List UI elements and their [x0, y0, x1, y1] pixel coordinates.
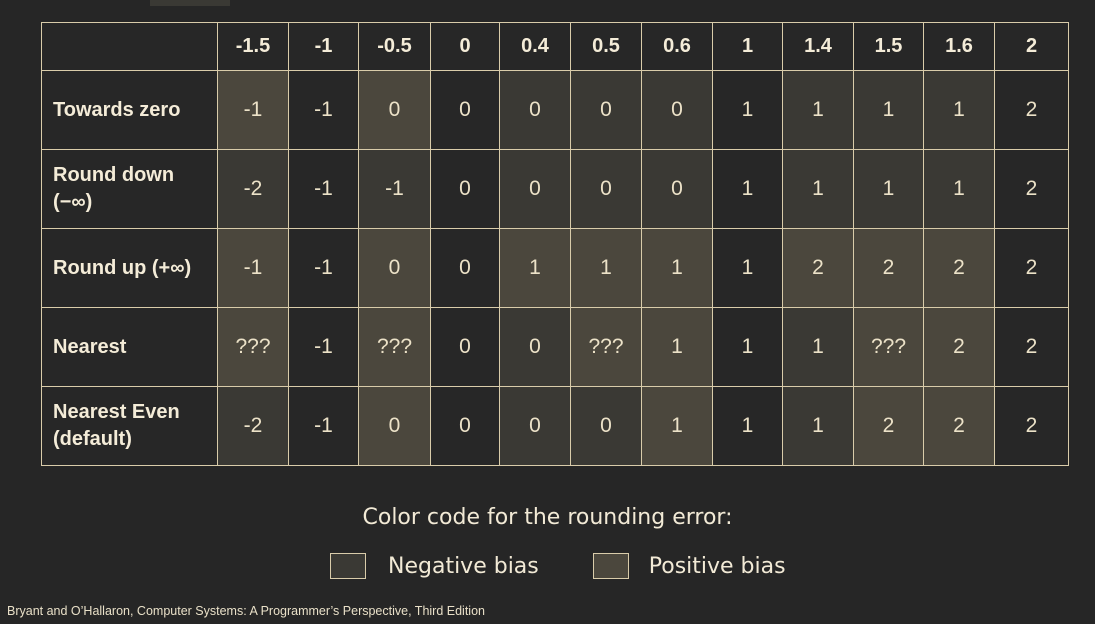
slide-title-remnant: [150, 0, 230, 6]
table-cell: 0: [430, 386, 500, 466]
column-header: 0.6: [641, 22, 713, 71]
table-cell: 0: [358, 386, 431, 466]
table-cell: 0: [499, 149, 571, 229]
table-cell: 1: [641, 386, 713, 466]
column-header: 1.5: [853, 22, 924, 71]
table-cell: -1: [288, 70, 359, 150]
table-cell: 1: [570, 228, 642, 308]
row-label: Nearest: [41, 307, 218, 387]
table-cell: 1: [499, 228, 571, 308]
column-header: -0.5: [358, 22, 431, 71]
table-cell: 2: [923, 307, 995, 387]
table-cell: 1: [782, 386, 854, 466]
table-cell: 1: [641, 228, 713, 308]
table-cell: 1: [923, 149, 995, 229]
table-cell: ???: [217, 307, 289, 387]
positive-bias-label: Positive bias: [648, 553, 786, 579]
table-cell: 0: [570, 149, 642, 229]
table-cell: 2: [994, 307, 1069, 387]
table-cell: 2: [782, 228, 854, 308]
table-cell: 1: [923, 70, 995, 150]
table-cell: 0: [570, 386, 642, 466]
table-cell: 2: [923, 228, 995, 308]
table-cell: -1: [288, 386, 359, 466]
table-cell: -1: [288, 149, 359, 229]
negative-bias-swatch: [330, 553, 366, 579]
table-cell: 2: [994, 70, 1069, 150]
table-cell: 0: [358, 228, 431, 308]
table-cell: 0: [358, 70, 431, 150]
row-label: Round down (−∞): [41, 149, 218, 229]
table-cell: -1: [358, 149, 431, 229]
table-cell: -1: [217, 70, 289, 150]
column-header: 0.4: [499, 22, 571, 71]
table-cell: 0: [499, 307, 571, 387]
table-cell: -2: [217, 149, 289, 229]
table-cell: 2: [994, 228, 1069, 308]
row-label: Round up (+∞): [41, 228, 218, 308]
table-cell: 0: [641, 149, 713, 229]
table-cell: 1: [712, 307, 783, 387]
table-cell: 1: [712, 228, 783, 308]
table-row-nearest-even: Nearest Even (default) -2 -1 0 0 0 0 1 1…: [41, 386, 1069, 466]
table-cell: 1: [782, 70, 854, 150]
row-label: Nearest Even (default): [41, 386, 218, 466]
negative-bias-label: Negative bias: [388, 553, 539, 579]
table-cell: 0: [430, 228, 500, 308]
table-cell: 1: [712, 149, 783, 229]
table-cell: 1: [782, 307, 854, 387]
table-cell: 0: [641, 70, 713, 150]
table-cell: 0: [430, 70, 500, 150]
row-label: Towards zero: [41, 70, 218, 150]
column-header: 1.4: [782, 22, 854, 71]
column-header: 0.5: [570, 22, 642, 71]
table-row-towards-zero: Towards zero -1 -1 0 0 0 0 0 1 1 1 1 2: [41, 70, 1069, 150]
table-cell: 1: [853, 149, 924, 229]
column-header: 0: [430, 22, 500, 71]
table-cell: 0: [499, 70, 571, 150]
table-cell: 2: [923, 386, 995, 466]
column-header: 1: [712, 22, 783, 71]
table-cell: 1: [853, 70, 924, 150]
table-cell: 0: [499, 386, 571, 466]
table-cell: -1: [288, 228, 359, 308]
rounding-modes-table: -1.5 -1 -0.5 0 0.4 0.5 0.6 1 1.4 1.5 1.6…: [41, 22, 1069, 466]
column-header: -1.5: [217, 22, 289, 71]
table-row-round-up: Round up (+∞) -1 -1 0 0 1 1 1 1 2 2 2 2: [41, 228, 1069, 308]
table-cell: 0: [430, 149, 500, 229]
table-cell: 1: [712, 70, 783, 150]
table-cell: -1: [288, 307, 359, 387]
table-cell: ???: [853, 307, 924, 387]
column-header: 1.6: [923, 22, 995, 71]
table-cell: 1: [712, 386, 783, 466]
legend: Negative bias Positive bias: [330, 548, 786, 584]
table-cell: 1: [782, 149, 854, 229]
corner-cell: [41, 22, 218, 71]
table-cell: 0: [430, 307, 500, 387]
table-row-round-down: Round down (−∞) -2 -1 -1 0 0 0 0 1 1 1 1…: [41, 149, 1069, 229]
table-cell: -1: [217, 228, 289, 308]
table-cell: ???: [358, 307, 431, 387]
table-cell: -2: [217, 386, 289, 466]
table-cell: 1: [641, 307, 713, 387]
legend-title: Color code for the rounding error:: [362, 505, 733, 530]
column-header: 2: [994, 22, 1069, 71]
table-cell: 2: [853, 386, 924, 466]
column-header: -1: [288, 22, 359, 71]
table-cell: 0: [570, 70, 642, 150]
table-cell: 2: [994, 149, 1069, 229]
table-row-nearest: Nearest ??? -1 ??? 0 0 ??? 1 1 1 ??? 2 2: [41, 307, 1069, 387]
table-cell: 2: [853, 228, 924, 308]
header-row: -1.5 -1 -0.5 0 0.4 0.5 0.6 1 1.4 1.5 1.6…: [41, 22, 1069, 71]
table-cell: ???: [570, 307, 642, 387]
table-cell: 2: [994, 386, 1069, 466]
positive-bias-swatch: [592, 553, 629, 579]
citation-footer: Bryant and O’Hallaron, Computer Systems:…: [7, 604, 485, 618]
